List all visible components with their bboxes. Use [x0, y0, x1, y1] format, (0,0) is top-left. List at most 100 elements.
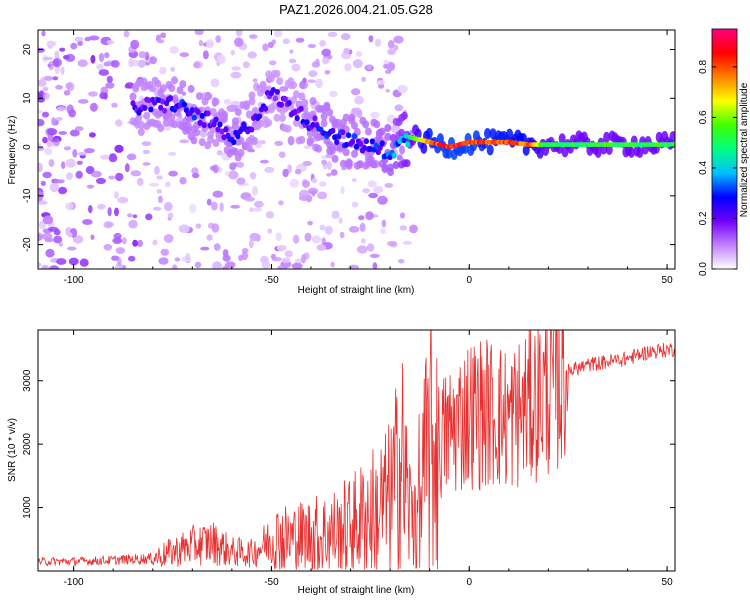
spectrogram-speckle — [321, 48, 332, 57]
spectrogram-speckle — [399, 212, 406, 219]
spectrogram-ridge-halo — [251, 137, 259, 145]
spectrogram-ridge-halo — [234, 108, 242, 116]
spectrogram-speckle — [206, 234, 213, 241]
spectrogram-speckle — [327, 31, 338, 38]
spectrogram-ridge-core — [162, 107, 168, 114]
spectrogram-ridge-halo — [292, 118, 300, 127]
spectrogram-speckle — [327, 160, 332, 171]
spectrogram-speckle — [122, 237, 127, 245]
spectrogram-ridge-core — [391, 152, 397, 159]
spectrogram-speckle — [49, 265, 59, 269]
spectrogram-speckle — [128, 58, 135, 68]
spectrogram-speckle — [179, 176, 187, 185]
spectrogram-ridge-core — [334, 139, 340, 146]
spectrogram-speckle — [384, 183, 394, 188]
spectrogram-ridge-core — [405, 141, 411, 148]
spectrogram-speckle — [282, 257, 291, 264]
spectrogram-speckle — [232, 104, 239, 110]
spectrogram-speckle — [98, 52, 105, 63]
spectrogram-speckle — [304, 232, 312, 242]
colorbar-tick-label: 0.2 — [698, 211, 709, 225]
spectrogram-ridge-core — [199, 112, 205, 119]
spectrogram-speckle — [362, 188, 371, 194]
spectrogram-speckle — [111, 102, 118, 108]
spectrogram-speckle — [288, 58, 297, 64]
spectrogram-speckle — [38, 262, 42, 268]
spectrogram-ridge-halo — [212, 139, 220, 147]
spectrogram-ridge-halo — [536, 147, 544, 159]
spectrogram-speckle — [289, 49, 294, 54]
spectrogram-ridge-halo — [168, 84, 176, 92]
spectrogram-ridge-halo — [159, 84, 167, 93]
spectrogram-speckle — [359, 222, 366, 232]
spectrogram-speckle — [369, 253, 380, 258]
spectrogram-ridge-halo — [306, 129, 314, 138]
spectrogram-speckle — [299, 80, 309, 90]
spectrogram-speckle — [252, 186, 259, 196]
spectrogram-speckle — [195, 223, 202, 229]
spectrogram-speckle — [76, 160, 83, 165]
spectrogram-speckle — [253, 82, 260, 92]
spectrogram-speckle — [385, 88, 391, 93]
spectrogram-speckle — [63, 90, 71, 96]
spectrogram-speckle — [372, 262, 378, 269]
spectrogram-speckle — [242, 61, 250, 69]
spectrogram-ridge-halo — [669, 131, 675, 143]
spectrogram-ridge-halo — [445, 147, 453, 159]
spectrogram-speckle — [330, 261, 335, 268]
spectrogram-speckle — [274, 140, 284, 146]
spectrogram-speckle — [49, 182, 60, 193]
spectrogram-speckle — [52, 57, 62, 68]
spectrogram-speckle — [174, 257, 181, 262]
spectrogram-ridge-halo — [143, 111, 151, 120]
spectrogram-speckle — [48, 159, 55, 168]
spectrogram-ridge-halo — [129, 92, 137, 101]
spectrogram-ridge-halo — [168, 113, 176, 122]
spectrogram-speckle — [114, 207, 119, 217]
spectrogram-speckle — [387, 48, 396, 56]
spectrogram-ridge-halo — [162, 118, 170, 127]
spectrogram-ridge-core — [353, 143, 360, 150]
spectrogram-ridge-core — [217, 121, 223, 128]
spectrogram-speckle — [105, 82, 115, 89]
spectrogram-speckle — [40, 76, 45, 85]
spectrogram-speckle — [70, 42, 78, 50]
spectrogram-speckle — [357, 245, 368, 254]
spectrogram-y-label: Frequency (Hz) — [7, 116, 18, 185]
spectrogram-speckle — [163, 201, 173, 212]
spectrogram-speckle — [41, 30, 46, 37]
spectrogram-ridge-halo — [273, 113, 281, 122]
spectrogram-speckle — [63, 146, 72, 151]
spectrogram-speckle — [115, 119, 123, 127]
spectrogram-ridge-halo — [342, 148, 350, 157]
spectrogram-speckle — [278, 151, 286, 158]
spectrogram-speckle — [98, 69, 110, 76]
spectrogram-speckle — [219, 202, 224, 212]
spectrogram-speckle — [74, 36, 84, 42]
spectrogram-speckle — [249, 34, 258, 39]
spectrogram-speckle — [104, 52, 110, 59]
spectrogram-ridge-halo — [628, 146, 635, 158]
spectrogram-speckle — [58, 131, 67, 135]
colorbar-label: Normalized spectral amplitude — [739, 82, 750, 217]
spectrogram-speckle — [172, 264, 178, 269]
spectrogram-speckle — [191, 167, 199, 175]
spectrogram-speckle — [163, 234, 174, 243]
spectrogram-ridge-core — [292, 109, 298, 115]
spectrogram-speckle — [86, 184, 95, 189]
spectrogram-speckle — [292, 234, 300, 244]
spectrogram-ridge-core — [189, 107, 195, 114]
spectrogram-ridge-halo — [193, 128, 201, 137]
spectrogram-speckle — [210, 78, 220, 88]
spectrogram-speckle — [211, 223, 220, 233]
spectrogram-speckle — [53, 235, 63, 244]
spectrogram-speckle — [68, 257, 79, 266]
spectrogram-speckle — [61, 161, 66, 169]
spectrogram-speckle — [265, 211, 275, 219]
spectrogram-speckle — [311, 61, 321, 68]
snr-x-tick-label: -100 — [64, 577, 84, 588]
snr-y-tick-label: 2000 — [22, 433, 33, 456]
spectrogram-ridge-halo — [373, 120, 381, 129]
spectrogram-speckle — [88, 91, 98, 97]
spectrogram-ridge-halo — [506, 128, 514, 140]
